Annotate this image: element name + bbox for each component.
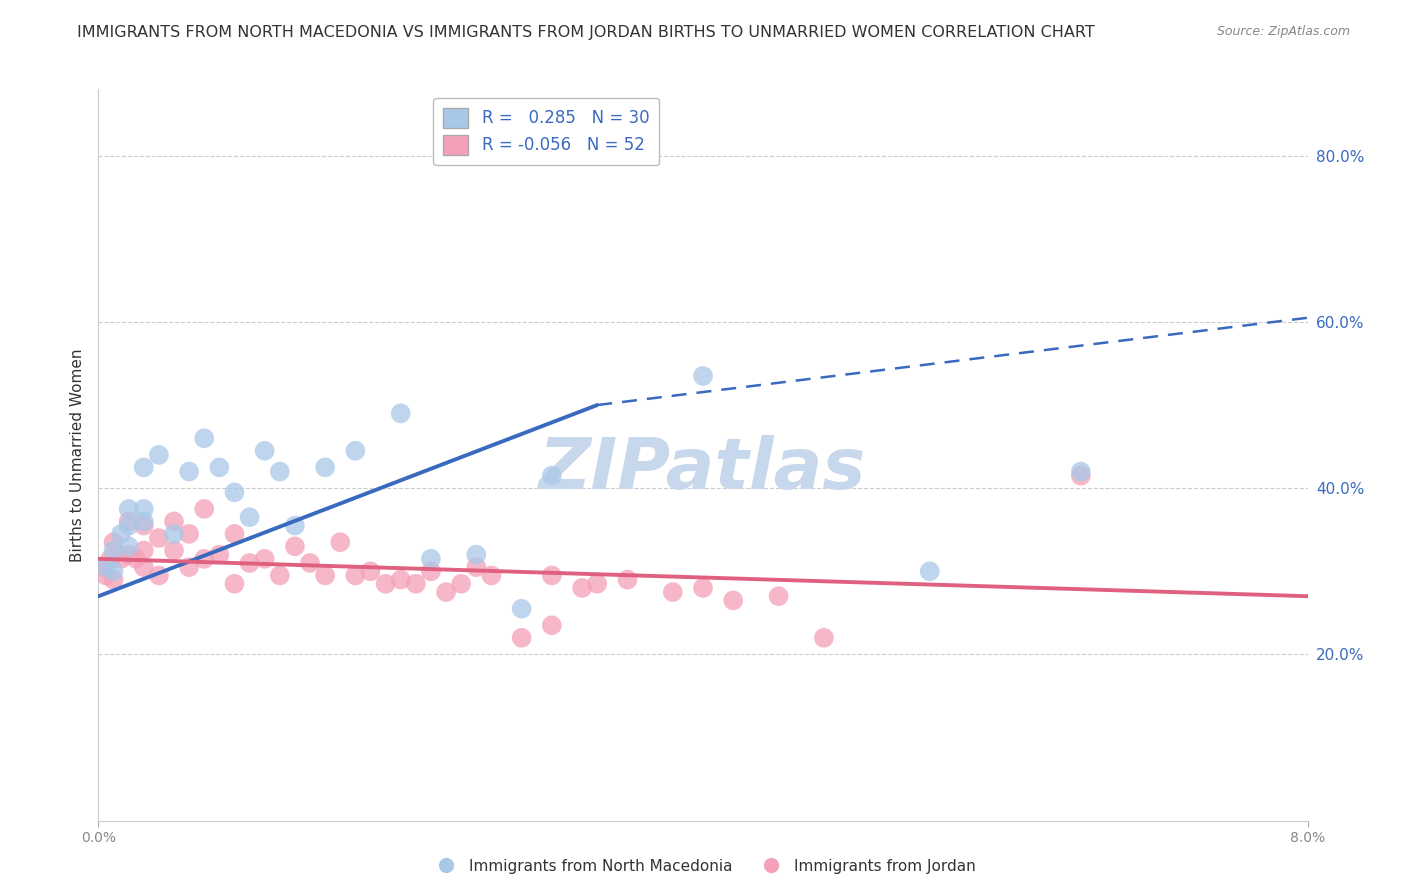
Point	[179, 560, 201, 574]
Point	[344, 568, 367, 582]
Point	[1070, 465, 1092, 479]
Point	[813, 631, 835, 645]
Point	[253, 551, 276, 566]
Point	[239, 510, 262, 524]
Point	[314, 568, 336, 582]
Point	[118, 518, 141, 533]
Point	[420, 564, 443, 578]
Point	[125, 551, 148, 566]
Point	[118, 515, 141, 529]
Point	[132, 515, 155, 529]
Point	[692, 581, 714, 595]
Point	[179, 527, 201, 541]
Point	[434, 585, 457, 599]
Point	[148, 448, 170, 462]
Point	[374, 576, 396, 591]
Point	[118, 548, 141, 562]
Point	[110, 527, 132, 541]
Point	[239, 556, 262, 570]
Point	[465, 560, 488, 574]
Point	[465, 548, 488, 562]
Point	[269, 568, 291, 582]
Legend: Immigrants from North Macedonia, Immigrants from Jordan: Immigrants from North Macedonia, Immigra…	[425, 853, 981, 880]
Point	[389, 406, 412, 420]
Point	[163, 515, 186, 529]
Point	[481, 568, 503, 582]
Point	[193, 502, 215, 516]
Point	[284, 539, 307, 553]
Point	[91, 560, 114, 574]
Point	[208, 548, 231, 562]
Y-axis label: Births to Unmarried Women: Births to Unmarried Women	[69, 348, 84, 562]
Point	[360, 564, 382, 578]
Legend: R =   0.285   N = 30, R = -0.056   N = 52: R = 0.285 N = 30, R = -0.056 N = 52	[433, 97, 659, 165]
Point	[224, 527, 246, 541]
Point	[405, 576, 427, 591]
Point	[179, 465, 201, 479]
Point	[163, 527, 186, 541]
Point	[918, 564, 941, 578]
Point	[163, 543, 186, 558]
Point	[450, 576, 472, 591]
Point	[269, 465, 291, 479]
Point	[329, 535, 352, 549]
Text: ZIPatlas: ZIPatlas	[540, 435, 866, 504]
Point	[132, 460, 155, 475]
Point	[103, 564, 125, 578]
Point	[148, 568, 170, 582]
Point	[314, 460, 336, 475]
Point	[100, 551, 122, 566]
Point	[692, 368, 714, 383]
Text: Source: ZipAtlas.com: Source: ZipAtlas.com	[1216, 25, 1350, 38]
Point	[661, 585, 683, 599]
Point	[103, 543, 125, 558]
Point	[723, 593, 745, 607]
Point	[208, 460, 231, 475]
Point	[118, 539, 141, 553]
Text: IMMIGRANTS FROM NORTH MACEDONIA VS IMMIGRANTS FROM JORDAN BIRTHS TO UNMARRIED WO: IMMIGRANTS FROM NORTH MACEDONIA VS IMMIG…	[77, 25, 1095, 40]
Point	[540, 568, 562, 582]
Point	[110, 551, 132, 566]
Point	[344, 443, 367, 458]
Point	[253, 443, 276, 458]
Point	[132, 560, 155, 574]
Point	[132, 502, 155, 516]
Point	[193, 431, 215, 445]
Point	[510, 631, 533, 645]
Point	[586, 576, 609, 591]
Point	[148, 531, 170, 545]
Point	[420, 551, 443, 566]
Point	[540, 468, 562, 483]
Point	[118, 502, 141, 516]
Point	[616, 573, 638, 587]
Point	[1070, 468, 1092, 483]
Point	[510, 601, 533, 615]
Point	[768, 589, 790, 603]
Point	[103, 535, 125, 549]
Point	[299, 556, 322, 570]
Point	[94, 560, 117, 574]
Point	[224, 485, 246, 500]
Point	[132, 518, 155, 533]
Point	[389, 573, 412, 587]
Point	[94, 568, 117, 582]
Point	[284, 518, 307, 533]
Point	[132, 543, 155, 558]
Point	[571, 581, 593, 595]
Point	[103, 573, 125, 587]
Point	[193, 551, 215, 566]
Point	[224, 576, 246, 591]
Point	[540, 618, 562, 632]
